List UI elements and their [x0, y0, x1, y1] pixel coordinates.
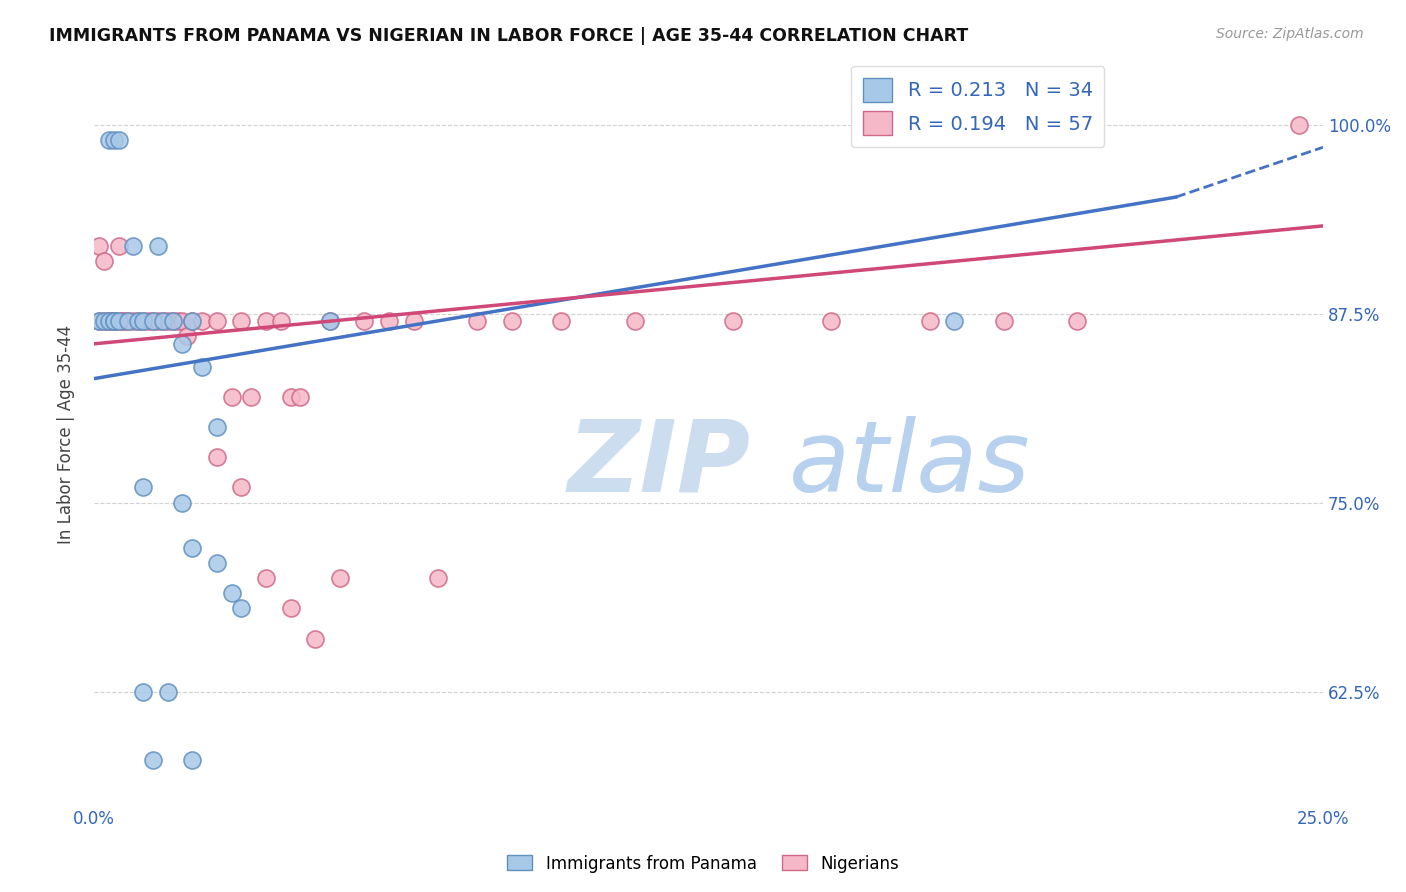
- Point: [918, 314, 941, 328]
- Point: [550, 314, 572, 328]
- Point: [152, 314, 174, 328]
- Point: [87, 314, 110, 328]
- Point: [103, 314, 125, 328]
- Point: [156, 684, 179, 698]
- Point: [103, 133, 125, 147]
- Point: [254, 314, 277, 328]
- Point: [231, 314, 253, 328]
- Point: [378, 314, 401, 328]
- Point: [254, 571, 277, 585]
- Point: [103, 314, 125, 328]
- Point: [142, 753, 165, 767]
- Point: [162, 314, 184, 328]
- Point: [107, 314, 129, 328]
- Point: [467, 314, 489, 328]
- Point: [93, 253, 115, 268]
- Point: [221, 586, 243, 600]
- Point: [943, 314, 966, 328]
- Point: [162, 314, 184, 328]
- Point: [353, 314, 375, 328]
- Point: [136, 314, 159, 328]
- Point: [501, 314, 523, 328]
- Point: [97, 314, 120, 328]
- Point: [132, 481, 155, 495]
- Point: [132, 314, 155, 328]
- Point: [993, 314, 1015, 328]
- Point: [319, 314, 342, 328]
- Point: [172, 336, 194, 351]
- Text: atlas: atlas: [789, 416, 1031, 513]
- Point: [1288, 118, 1310, 132]
- Point: [231, 481, 253, 495]
- Point: [181, 541, 204, 555]
- Point: [122, 314, 145, 328]
- Point: [93, 314, 115, 328]
- Point: [402, 314, 425, 328]
- Point: [146, 314, 169, 328]
- Point: [107, 238, 129, 252]
- Point: [304, 632, 326, 646]
- Text: ZIP: ZIP: [567, 416, 751, 513]
- Point: [132, 684, 155, 698]
- Point: [103, 314, 125, 328]
- Point: [107, 133, 129, 147]
- Point: [127, 314, 149, 328]
- Point: [280, 601, 302, 615]
- Point: [87, 238, 110, 252]
- Point: [166, 314, 188, 328]
- Point: [176, 329, 198, 343]
- Point: [142, 314, 165, 328]
- Point: [205, 420, 228, 434]
- Point: [191, 359, 214, 374]
- Point: [1066, 314, 1088, 328]
- Point: [181, 753, 204, 767]
- Point: [231, 601, 253, 615]
- Point: [172, 495, 194, 509]
- Point: [427, 571, 450, 585]
- Y-axis label: In Labor Force | Age 35-44: In Labor Force | Age 35-44: [58, 325, 75, 544]
- Point: [103, 314, 125, 328]
- Point: [240, 390, 263, 404]
- Point: [191, 314, 214, 328]
- Point: [117, 314, 139, 328]
- Point: [93, 314, 115, 328]
- Point: [107, 314, 129, 328]
- Point: [205, 314, 228, 328]
- Point: [319, 314, 342, 328]
- Point: [112, 314, 135, 328]
- Point: [97, 314, 120, 328]
- Point: [117, 314, 139, 328]
- Point: [122, 238, 145, 252]
- Point: [172, 314, 194, 328]
- Point: [205, 450, 228, 465]
- Point: [127, 314, 149, 328]
- Point: [721, 314, 744, 328]
- Point: [205, 556, 228, 570]
- Point: [290, 390, 312, 404]
- Point: [87, 314, 110, 328]
- Point: [221, 390, 243, 404]
- Point: [132, 314, 155, 328]
- Point: [820, 314, 842, 328]
- Point: [156, 314, 179, 328]
- Point: [181, 314, 204, 328]
- Point: [623, 314, 645, 328]
- Point: [97, 133, 120, 147]
- Text: IMMIGRANTS FROM PANAMA VS NIGERIAN IN LABOR FORCE | AGE 35-44 CORRELATION CHART: IMMIGRANTS FROM PANAMA VS NIGERIAN IN LA…: [49, 27, 969, 45]
- Point: [329, 571, 352, 585]
- Legend: Immigrants from Panama, Nigerians: Immigrants from Panama, Nigerians: [501, 848, 905, 880]
- Point: [97, 314, 120, 328]
- Point: [270, 314, 292, 328]
- Legend: R = 0.213   N = 34, R = 0.194   N = 57: R = 0.213 N = 34, R = 0.194 N = 57: [851, 66, 1105, 147]
- Point: [152, 314, 174, 328]
- Point: [280, 390, 302, 404]
- Point: [146, 238, 169, 252]
- Point: [142, 314, 165, 328]
- Point: [181, 314, 204, 328]
- Point: [112, 314, 135, 328]
- Text: Source: ZipAtlas.com: Source: ZipAtlas.com: [1216, 27, 1364, 41]
